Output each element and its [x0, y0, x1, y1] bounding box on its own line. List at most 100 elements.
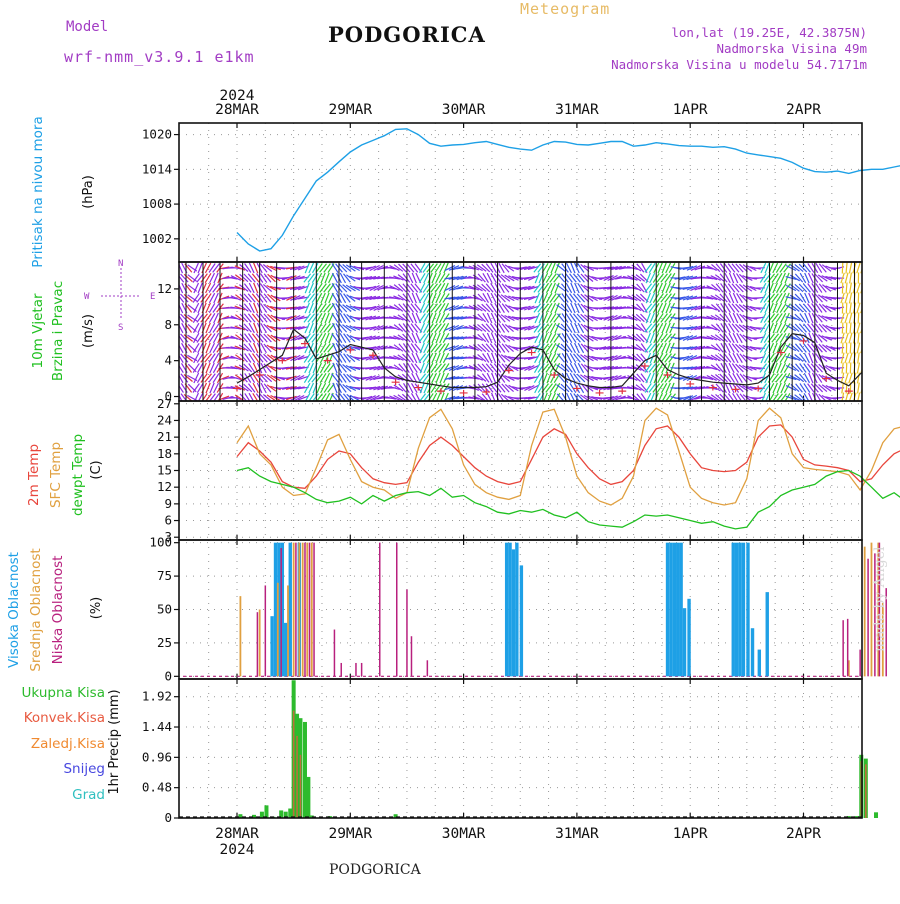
- wind-arrow: [846, 303, 847, 314]
- compass-w: W: [84, 292, 90, 302]
- high-cloud-bar: [766, 592, 769, 676]
- wind-arrow: [870, 263, 871, 274]
- wind-arrow: [870, 333, 871, 344]
- high-cloud-bar: [274, 543, 277, 677]
- wind-arrow: [891, 324, 897, 333]
- high-cloud-bar: [751, 628, 754, 676]
- x-date-label-top: 31MAR: [555, 102, 599, 118]
- x-date-label-top: 29MAR: [328, 102, 372, 118]
- wind-arrow: [865, 363, 868, 373]
- high-cloud-bar: [738, 543, 741, 677]
- wind-arrow: [896, 273, 900, 283]
- wind-arrow: [891, 284, 898, 293]
- y-tick-label: 25: [157, 635, 172, 650]
- x-date-label-top: 28MAR: [215, 102, 259, 118]
- y-tick-label: 9: [164, 496, 172, 511]
- wind-arrow: [891, 304, 898, 313]
- wind-arrow: [896, 373, 900, 383]
- y-tick-label: 0: [164, 668, 172, 683]
- wind-arrow: [883, 263, 889, 272]
- frozen-rain-label: Zaledj.Kisa: [31, 736, 105, 752]
- wind-arrow: [888, 313, 893, 323]
- high-cloud-bar: [742, 543, 745, 677]
- wind-arrow: [887, 333, 893, 342]
- x-date-label-top: 2APR: [786, 102, 821, 118]
- wind-arrow: [870, 373, 871, 384]
- wind-arrow: [866, 333, 867, 344]
- wind-arrow: [887, 353, 893, 362]
- wind-arrow: [869, 273, 872, 284]
- wind-arrow: [876, 323, 880, 333]
- snow-label: Snijeg: [63, 761, 105, 777]
- wind-arrow: [883, 394, 890, 403]
- total-rain-bar: [306, 777, 310, 818]
- high-cloud-bar: [676, 543, 679, 677]
- x-date-label-bottom: 1APR: [673, 826, 708, 842]
- wind-arrow: [875, 314, 882, 323]
- wind-arrow: [880, 343, 884, 353]
- wind-arrow: [871, 294, 877, 303]
- wind-arrow: [879, 294, 886, 303]
- wind-gust-mark: [890, 349, 898, 355]
- wind-arrow: [891, 373, 896, 383]
- wind-arrow: [879, 314, 886, 323]
- dewpt-axis-title: dewpt Temp: [70, 434, 86, 516]
- wind-arrow: [883, 293, 889, 302]
- high-cloud-bar: [732, 543, 735, 677]
- panel-background: [179, 401, 862, 540]
- wind-arrow: [876, 303, 880, 313]
- wind-arrow: [880, 283, 885, 293]
- wind-arrow: [891, 383, 896, 393]
- coords-text: lon,lat (19.25E, 42.3875N): [671, 25, 867, 40]
- pressure-unit-label: (hPa): [81, 175, 96, 209]
- high-cloud-bar: [520, 565, 523, 676]
- wind-arrow: [892, 333, 897, 343]
- wind-arrow: [880, 303, 884, 313]
- wind-arrow: [875, 334, 882, 343]
- y-tick-label: 1.92: [142, 689, 172, 704]
- wind-arrow: [884, 383, 888, 393]
- wind-arrow: [875, 354, 881, 363]
- y-tick-label: 1008: [142, 196, 172, 211]
- wind-arrow: [884, 283, 889, 293]
- high-cloud-bar: [284, 623, 287, 676]
- wind-arrow: [887, 374, 893, 383]
- high-cloud-bar: [758, 650, 761, 677]
- wind-axis-subtitle: Brzina i Pravac: [50, 281, 66, 381]
- y-tick-label: 15: [157, 463, 172, 478]
- wind-arrow: [879, 394, 886, 403]
- wind-arrow: [888, 363, 893, 373]
- high-cloud-bar: [505, 543, 508, 677]
- wind-arrow: [870, 393, 871, 404]
- y-tick-label: 24: [157, 412, 172, 427]
- wind-arrow: [875, 373, 881, 382]
- conv-rain-label: Konvek.Kisa: [24, 710, 105, 726]
- wind-axis-title: 10m Vjetar: [30, 293, 46, 368]
- wind-arrow: [842, 323, 843, 334]
- wind-arrow: [891, 363, 897, 372]
- x-date-label-bottom: 30MAR: [442, 826, 486, 842]
- page-title: PODGORICA: [328, 22, 486, 47]
- high-cloud-bar: [735, 543, 738, 677]
- wind-arrow: [869, 383, 872, 394]
- wind-arrow: [880, 383, 884, 393]
- high-cloud-bar: [687, 599, 690, 677]
- wind-arrow: [869, 303, 871, 314]
- wind-arrow: [865, 343, 868, 353]
- wind-arrow: [896, 313, 900, 323]
- wind-arrow: [887, 303, 893, 312]
- wind-arrow: [887, 284, 893, 293]
- high-cloud-bar: [746, 543, 749, 677]
- wind-arrow: [887, 394, 894, 403]
- x-date-label-top: 1APR: [673, 102, 708, 118]
- y-tick-label: 27: [157, 396, 172, 411]
- total-rain-bar: [264, 805, 268, 818]
- wind-arrow: [846, 363, 847, 374]
- footer-title: PODGORICA: [329, 862, 421, 878]
- wind-arrow: [892, 273, 896, 283]
- wind-arrow: [850, 363, 851, 374]
- total-rain-label: Ukupna Kisa: [22, 685, 105, 701]
- wind-arrow: [872, 283, 876, 293]
- wind-arrow: [872, 373, 877, 383]
